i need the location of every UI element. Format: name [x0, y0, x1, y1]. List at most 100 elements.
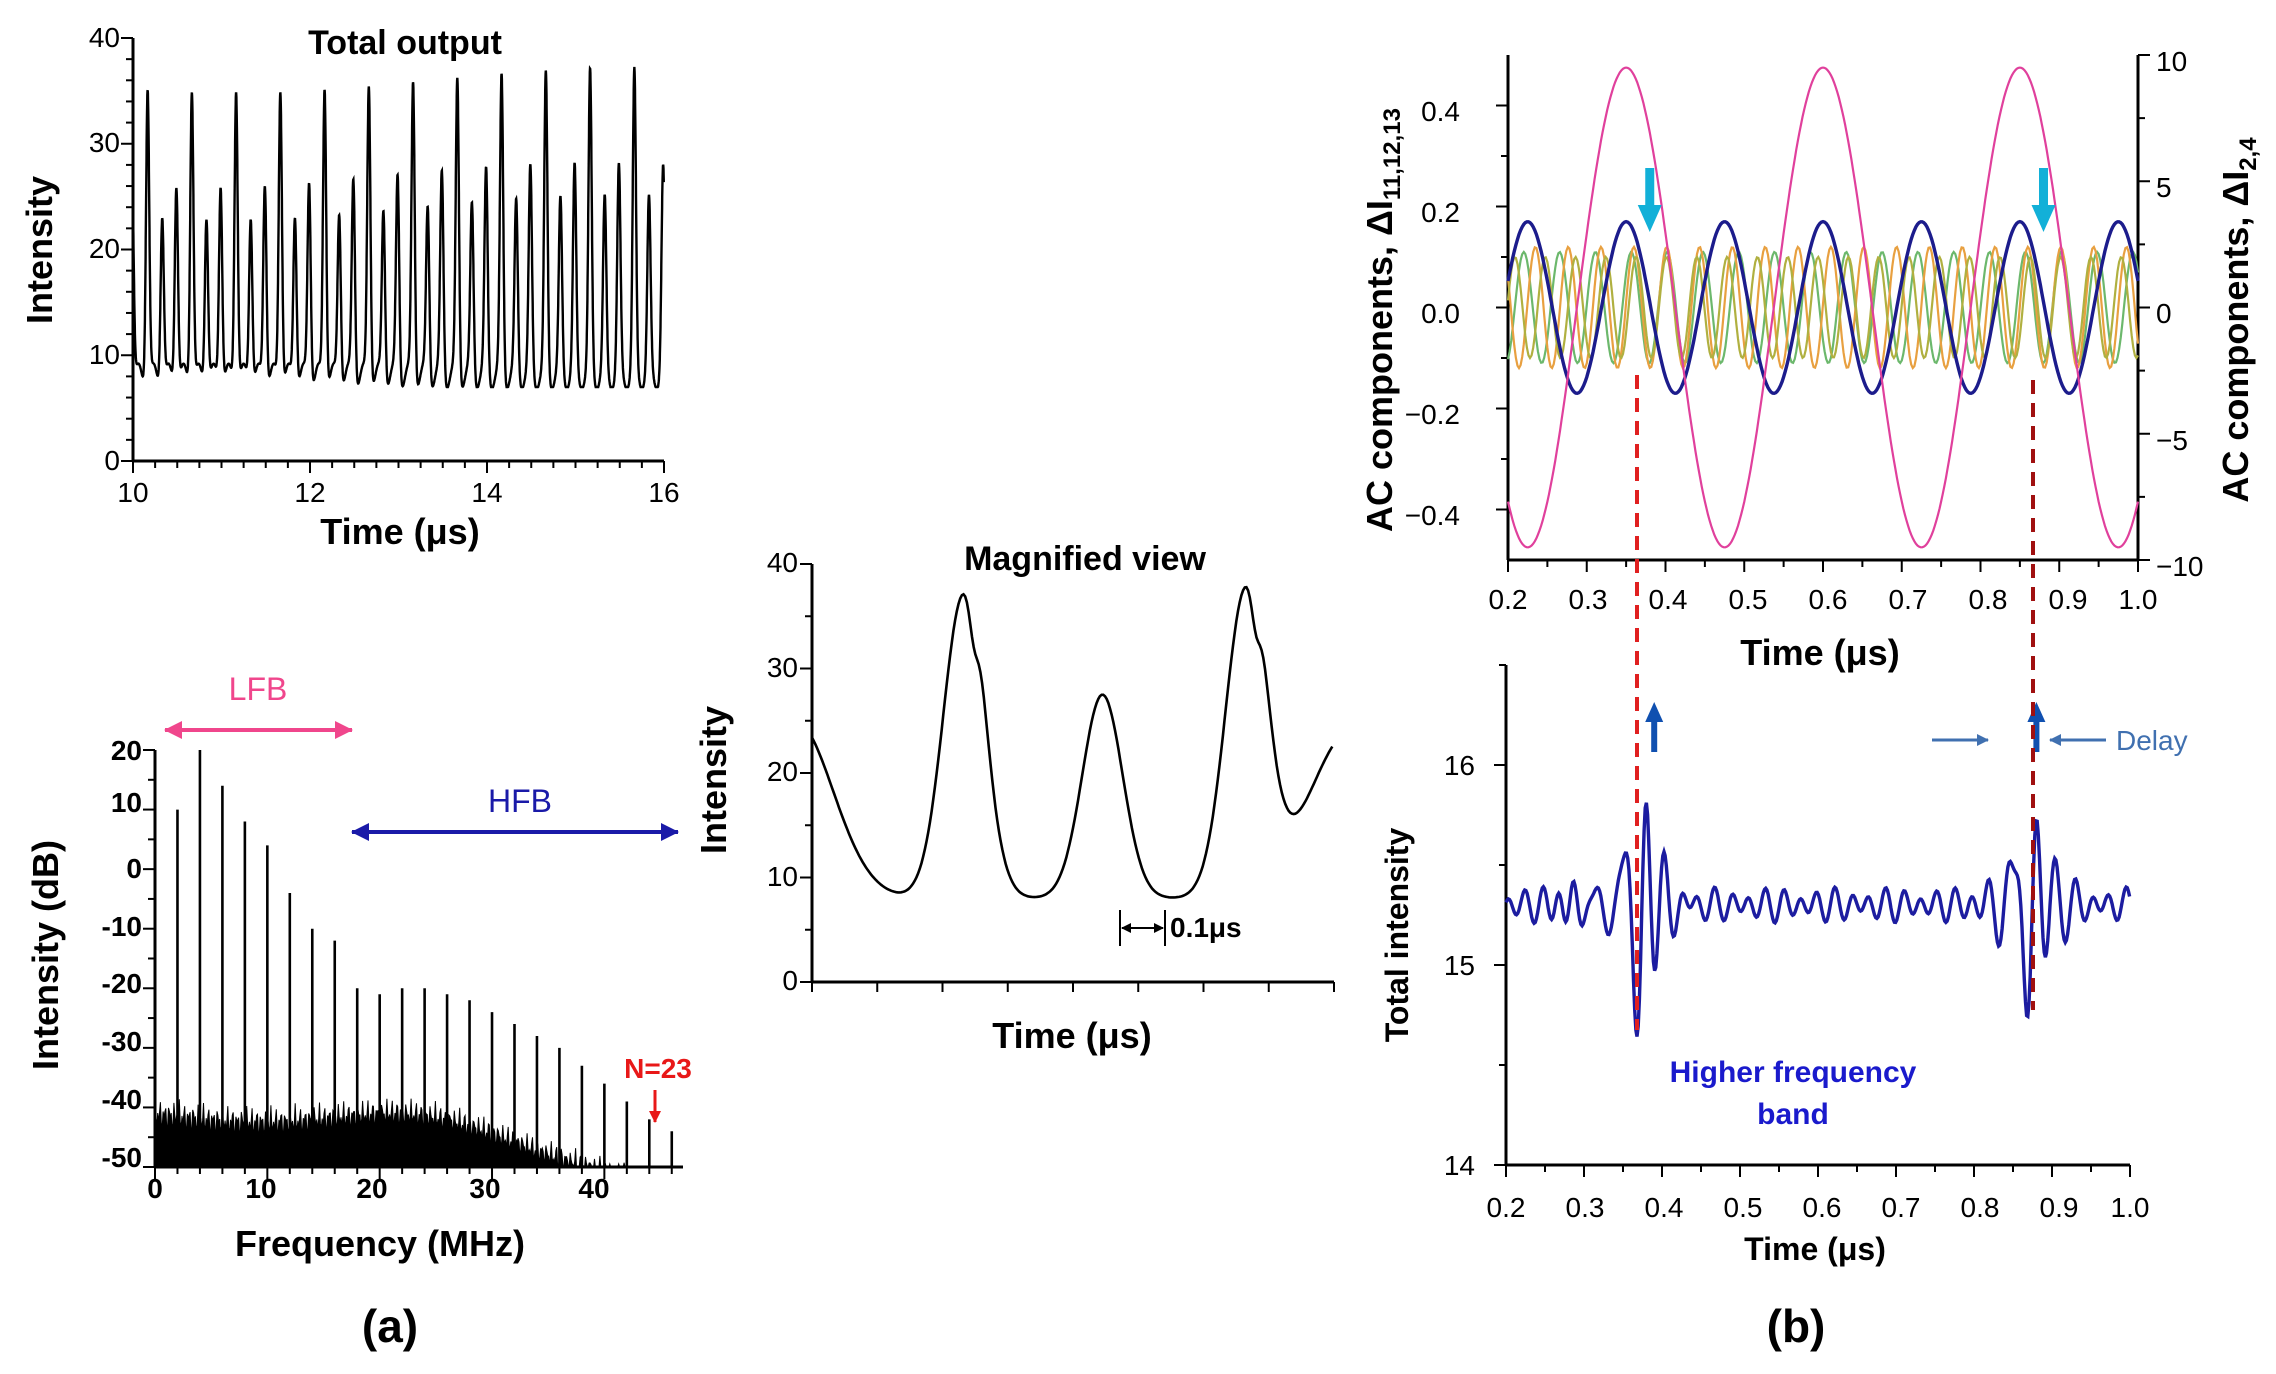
ac-ytick-right: 10 — [2156, 46, 2187, 77]
ac-series-ΔI2 — [1506, 66, 2140, 549]
total-output-series — [131, 64, 665, 389]
ti-xtick: 0.3 — [1566, 1192, 1605, 1223]
ti-xtick: 1.0 — [2111, 1192, 2150, 1223]
ti-xticks: 0.2 0.3 0.4 0.5 0.6 0.7 0.8 0.9 1.0 — [1487, 1192, 2150, 1223]
spectrum-xlabel: Frequency (MHz) — [235, 1223, 525, 1264]
spectrum-ytick: -40 — [102, 1084, 142, 1115]
total-output-ylabel: Intensity — [19, 176, 60, 324]
ac-xtick: 0.2 — [1489, 584, 1528, 615]
ac-xtick: 0.8 — [1969, 584, 2008, 615]
magnified-view-ytick: 10 — [767, 861, 798, 892]
ac-ytick-right: −10 — [2156, 551, 2204, 582]
ac-ytick-right: 0 — [2156, 298, 2172, 329]
ti-yticks: 14 15 16 — [1444, 750, 1475, 1181]
magnified-view-panel: Magnified view 0 10 20 30 40 Time (μs) I… — [693, 540, 1335, 1056]
spectrum-ytick: -30 — [102, 1026, 142, 1057]
ac-cyan-arrow-head — [1637, 205, 1662, 232]
ac-yticks-left: −0.4 −0.2 0.0 0.2 0.4 — [1405, 96, 1460, 531]
spectrum-noise-floor — [154, 1095, 672, 1169]
ti-xtick: 0.8 — [1961, 1192, 2000, 1223]
magnified-view-annotation: 0.1μs — [1170, 912, 1242, 943]
ti-xtick: 0.4 — [1645, 1192, 1684, 1223]
magnified-view-ytick: 30 — [767, 652, 798, 683]
total-output-xticks: 10 12 14 16 — [117, 477, 679, 508]
ac-ytick-left: 0.4 — [1421, 96, 1460, 127]
panel-label-b: (b) — [1767, 1300, 1826, 1352]
spectrum-plot — [143, 749, 683, 1179]
spectrum-ytick: 10 — [111, 787, 142, 818]
ac-ylabel-right-sub: 2,4 — [2235, 137, 2262, 171]
total-output-yticks: 0 10 20 30 40 — [89, 22, 120, 476]
ti-ylabel: Total intensity — [1379, 828, 1415, 1043]
ac-xtick: 0.7 — [1889, 584, 1928, 615]
ac-ylabel-right-main: AC components, ΔI — [2215, 171, 2256, 503]
spectrum-xtick: 30 — [469, 1173, 500, 1204]
total-intensity-panel: 14 15 16 0.2 0.3 0.4 0.5 0.6 0.7 0.8 0.9… — [1379, 664, 2188, 1352]
spectrum-ytick: -20 — [102, 968, 142, 999]
ac-series-ΔI13 — [1506, 254, 2139, 361]
ti-xtick: 0.2 — [1487, 1192, 1526, 1223]
ac-ytick-right: 5 — [2156, 172, 2172, 203]
magnified-view-title: Magnified view — [964, 540, 1206, 578]
total-output-ytick: 20 — [89, 233, 120, 264]
panel-label-a: (a) — [362, 1300, 418, 1352]
ac-ytick-left: −0.4 — [1405, 500, 1460, 531]
ti-annotation-line2: band — [1757, 1098, 1829, 1131]
ti-ytick: 14 — [1444, 1150, 1475, 1181]
spectrum-xticks: 0 10 20 30 40 — [147, 1173, 609, 1204]
lfb-label: LFB — [229, 671, 288, 707]
hfb-label: HFB — [488, 783, 552, 819]
total-output-xtick: 10 — [117, 477, 148, 508]
ac-ytick-left: 0.2 — [1421, 197, 1460, 228]
ac-xtick: 0.5 — [1729, 584, 1768, 615]
ac-ytick-right: −5 — [2156, 425, 2188, 456]
total-output-panel: Total output 0 10 20 30 40 10 12 14 16 T… — [19, 22, 680, 552]
spectrum-ytick: 0 — [126, 853, 142, 884]
spectrum-yticks: 20 10 0 -10 -20 -30 -40 -50 — [102, 735, 142, 1173]
total-output-xtick: 12 — [294, 477, 325, 508]
ac-xtick: 1.0 — [2119, 584, 2158, 615]
ac-xtick: 0.3 — [1569, 584, 1608, 615]
magnified-view-xlabel: Time (μs) — [992, 1015, 1151, 1056]
magnified-view-ylabel: Intensity — [693, 706, 734, 854]
ac-yticks-right: −10 −5 0 5 10 — [2156, 46, 2204, 582]
ti-ytick: 15 — [1444, 950, 1475, 981]
spectrum-ytick: -50 — [102, 1142, 142, 1173]
ti-peak-arrow-head — [2027, 702, 2046, 722]
spectrum-ytick: 20 — [111, 735, 142, 766]
ac-xtick: 0.9 — [2049, 584, 2088, 615]
total-intensity-plot — [1494, 664, 2132, 1177]
spectrum-xtick: 20 — [356, 1173, 387, 1204]
total-output-plot — [121, 37, 665, 473]
spectrum-ytick: -10 — [102, 911, 142, 942]
total-output-title: Total output — [308, 24, 502, 62]
ac-cyan-arrow-head — [2031, 205, 2056, 232]
magnified-view-plot — [800, 563, 1335, 992]
ti-xtick: 0.7 — [1882, 1192, 1921, 1223]
ac-xlabel: Time (μs) — [1740, 632, 1899, 673]
total-output-ytick: 40 — [89, 22, 120, 53]
ti-xtick: 0.9 — [2040, 1192, 2079, 1223]
spectrum-xtick: 10 — [245, 1173, 276, 1204]
total-output-xtick: 14 — [471, 477, 502, 508]
magnified-view-ytick: 20 — [767, 756, 798, 787]
ac-ylabel-left: AC components, ΔI11,12,13 — [1359, 108, 1406, 532]
total-output-xtick: 16 — [648, 477, 679, 508]
ac-ylabel-left-sub: 11,12,13 — [1379, 108, 1406, 200]
ac-ytick-left: 0.0 — [1421, 298, 1460, 329]
spectrum-xtick: 0 — [147, 1173, 163, 1204]
ti-ytick: 16 — [1444, 750, 1475, 781]
n23-label: N=23 — [624, 1053, 692, 1084]
ac-xticks: 0.2 0.3 0.4 0.5 0.6 0.7 0.8 0.9 1.0 — [1489, 584, 2158, 615]
delay-label: Delay — [2116, 725, 2188, 756]
ti-xtick: 0.5 — [1724, 1192, 1763, 1223]
magnified-view-ytick: 0 — [782, 965, 798, 996]
spectrum-ylabel: Intensity (dB) — [25, 840, 66, 1070]
total-output-ytick: 30 — [89, 127, 120, 158]
ti-annotation: Higher frequency — [1670, 1056, 1917, 1089]
ac-series-ΔI11 — [1506, 250, 2140, 365]
ac-components-panel: −0.4 −0.2 0.0 0.2 0.4 −10 −5 0 5 10 0.2 … — [1359, 46, 2262, 673]
ac-series-ΔI4 — [1506, 219, 2140, 396]
total-output-ytick: 10 — [89, 339, 120, 370]
